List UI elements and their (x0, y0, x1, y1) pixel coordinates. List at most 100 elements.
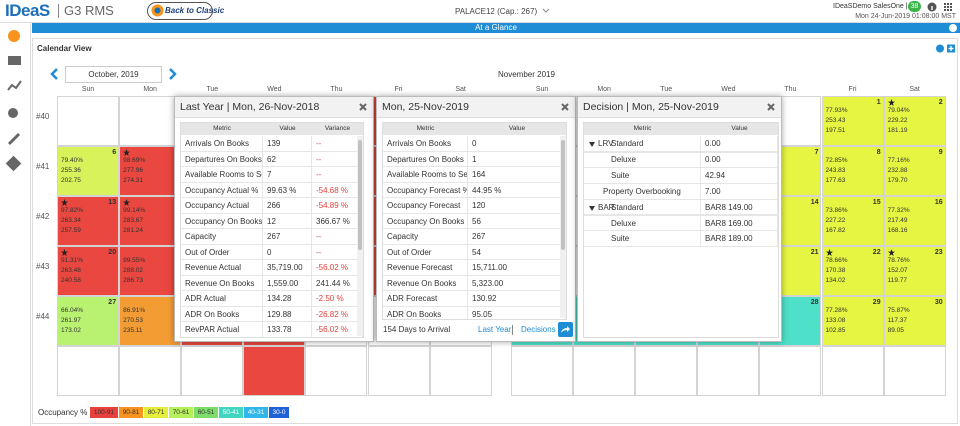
view-title: Calendar View (37, 44, 92, 53)
table-cell: Revenue On Books (181, 275, 263, 291)
calendar-cell[interactable]: 27 66.04% 261.97 173.02 (57, 296, 120, 346)
calendar-cell[interactable]: 29 77.28% 133.08 102.85 (821, 296, 884, 346)
calendar-cell[interactable]: 30 75.87% 117.37 89.05 (883, 296, 946, 346)
calendar-cell (759, 346, 822, 396)
cell-value: 270.53 (123, 317, 143, 324)
close-button[interactable] (359, 103, 367, 111)
cell-value: 152.07 (887, 267, 908, 274)
table-cell: -56.02 % (312, 260, 363, 276)
weekday-label: Fri (394, 86, 403, 93)
calendar-cell[interactable]: 1 77.93% 253.43 197.51 (821, 96, 884, 146)
cell-value: 274.31 (123, 177, 143, 184)
expand-icon[interactable] (589, 205, 595, 211)
product-name: G3 RMS (64, 3, 114, 18)
table-cell: RevPAR Actual (181, 322, 263, 337)
view-icons[interactable] (936, 44, 956, 53)
calendar-cell[interactable]: 99.55% 288.02 286.73 (119, 246, 182, 296)
table-cell: Capacity (383, 229, 468, 245)
calendar-cell[interactable]: 99.14% 283.67 281.24 (119, 196, 182, 246)
table-cell: 241.44 % (312, 275, 363, 291)
help-icon[interactable] (949, 24, 957, 32)
day-number: 28 (810, 299, 819, 306)
back-to-classic-button[interactable]: Back to Classic (147, 2, 224, 20)
next-month[interactable] (168, 68, 178, 80)
popup-table: Metric Value LRV Standard 0.00 Deluxe 0.00 Suit… (583, 122, 779, 338)
cell-value: 286.73 (123, 277, 143, 284)
calendar-cell[interactable] (243, 346, 306, 396)
legend-label: Occupancy % : (38, 408, 92, 417)
calendar-cell[interactable]: 15 73.86% 227.22 167.82 (821, 196, 884, 246)
cell-value: 197.51 (825, 127, 846, 134)
calendar-cell[interactable]: 9 77.16% 232.88 179.70 (883, 146, 946, 196)
table-cell: -54.68 % (312, 182, 363, 198)
header-icons[interactable] (927, 2, 957, 12)
legend-item: 30-0 (269, 407, 289, 418)
column-header: Metric (383, 123, 468, 135)
star-icon (61, 199, 68, 206)
occupancy: 79.40% (61, 157, 84, 164)
table-cell: Deluxe (584, 215, 701, 232)
expand-icon[interactable] (589, 141, 595, 147)
table-cell: 266 (263, 198, 312, 214)
table-cell: Revenue Forecast (383, 260, 468, 276)
weekday-label: Mon (143, 86, 157, 93)
calendar-cell (635, 346, 698, 396)
occupancy: 97.82% (61, 207, 84, 214)
close-button[interactable] (561, 103, 569, 111)
calendar-cell[interactable]: 20 91.31% 263.48 240.58 (57, 246, 120, 296)
link[interactable]: Last Year (478, 325, 512, 334)
table-cell: 1 (468, 151, 566, 167)
cell-value: 288.02 (123, 267, 143, 274)
table-cell: 99.63 % (263, 182, 312, 198)
table-cell: 7.00 (701, 183, 778, 200)
property-selector[interactable]: PALACE12 (Cap.: 267) (455, 7, 538, 16)
table-cell: Suite (584, 167, 701, 184)
table-cell: Occupancy Forecast % (383, 182, 468, 198)
cell-value: 119.77 (887, 277, 907, 284)
sidebar-icons[interactable] (0, 23, 30, 173)
user-name[interactable]: IDeaSDemo SalesOne | IM (833, 3, 918, 10)
weekday-label: Sun (81, 86, 95, 93)
group-row[interactable]: LRV (584, 136, 778, 153)
notification-badge[interactable]: 38 (908, 1, 921, 12)
group-label: BAR (598, 202, 615, 212)
week-label: #42 (36, 212, 50, 221)
table-cell: 54 (468, 244, 566, 260)
calendar-cell (697, 346, 760, 396)
calendar-cell[interactable]: 98.69% 277.96 274.31 (119, 146, 182, 196)
prev-month[interactable] (49, 68, 59, 80)
close-button[interactable] (767, 103, 775, 111)
calendar-cell[interactable]: 13 97.82% 263.34 257.59 (57, 196, 120, 246)
calendar-cell[interactable]: 2 79.04% 229.22 181.19 (883, 96, 946, 146)
table-cell: Available Rooms to Sell (383, 167, 468, 183)
popup-title: Mon, 25-Nov-2019 (382, 101, 469, 113)
table-cell: BAR8 169.00 (701, 215, 778, 232)
table-cell: Occupancy Forecast (383, 198, 468, 214)
calendar-cell[interactable]: 23 78.76% 152.07 119.77 (883, 246, 946, 296)
day-number: 15 (872, 199, 881, 206)
star-icon (61, 249, 68, 256)
cell-value: 240.58 (61, 277, 81, 284)
table-cell: Departures On Books (383, 151, 468, 167)
column-header: Metric (181, 123, 263, 135)
table-cell: Standard (584, 136, 701, 152)
calendar-cell[interactable]: 8 72.85% 243.83 177.63 (821, 146, 884, 196)
group-row[interactable]: BAR (584, 200, 778, 217)
table-cell: Capacity (181, 229, 263, 245)
weekday-label: Wed (267, 86, 282, 93)
calendar-cell[interactable]: 6 79.40% 255.36 202.75 (57, 146, 120, 196)
calendar-cell[interactable]: 22 78.66% 170.38 134.02 (821, 246, 884, 296)
link[interactable]: Decisions (521, 325, 556, 334)
share-button[interactable] (558, 322, 573, 337)
table-cell: Arrivals On Books (181, 136, 263, 152)
date-time: Mon 24-Jun-2019 01:08:00 MST (855, 13, 956, 20)
calendar-cell (367, 346, 430, 396)
calendar-cell[interactable]: 16 77.32% 217.49 168.16 (883, 196, 946, 246)
weekday-label: Tue (206, 86, 219, 93)
logo: IDeaS (5, 1, 50, 20)
calendar-cell[interactable]: 86.91% 270.53 235.11 (119, 296, 182, 346)
month-selector[interactable]: October, 2019 (65, 66, 162, 83)
legend-item: 70-61 (169, 407, 193, 418)
day-number: 27 (108, 299, 117, 306)
cell-value: 89.05 (887, 327, 904, 334)
